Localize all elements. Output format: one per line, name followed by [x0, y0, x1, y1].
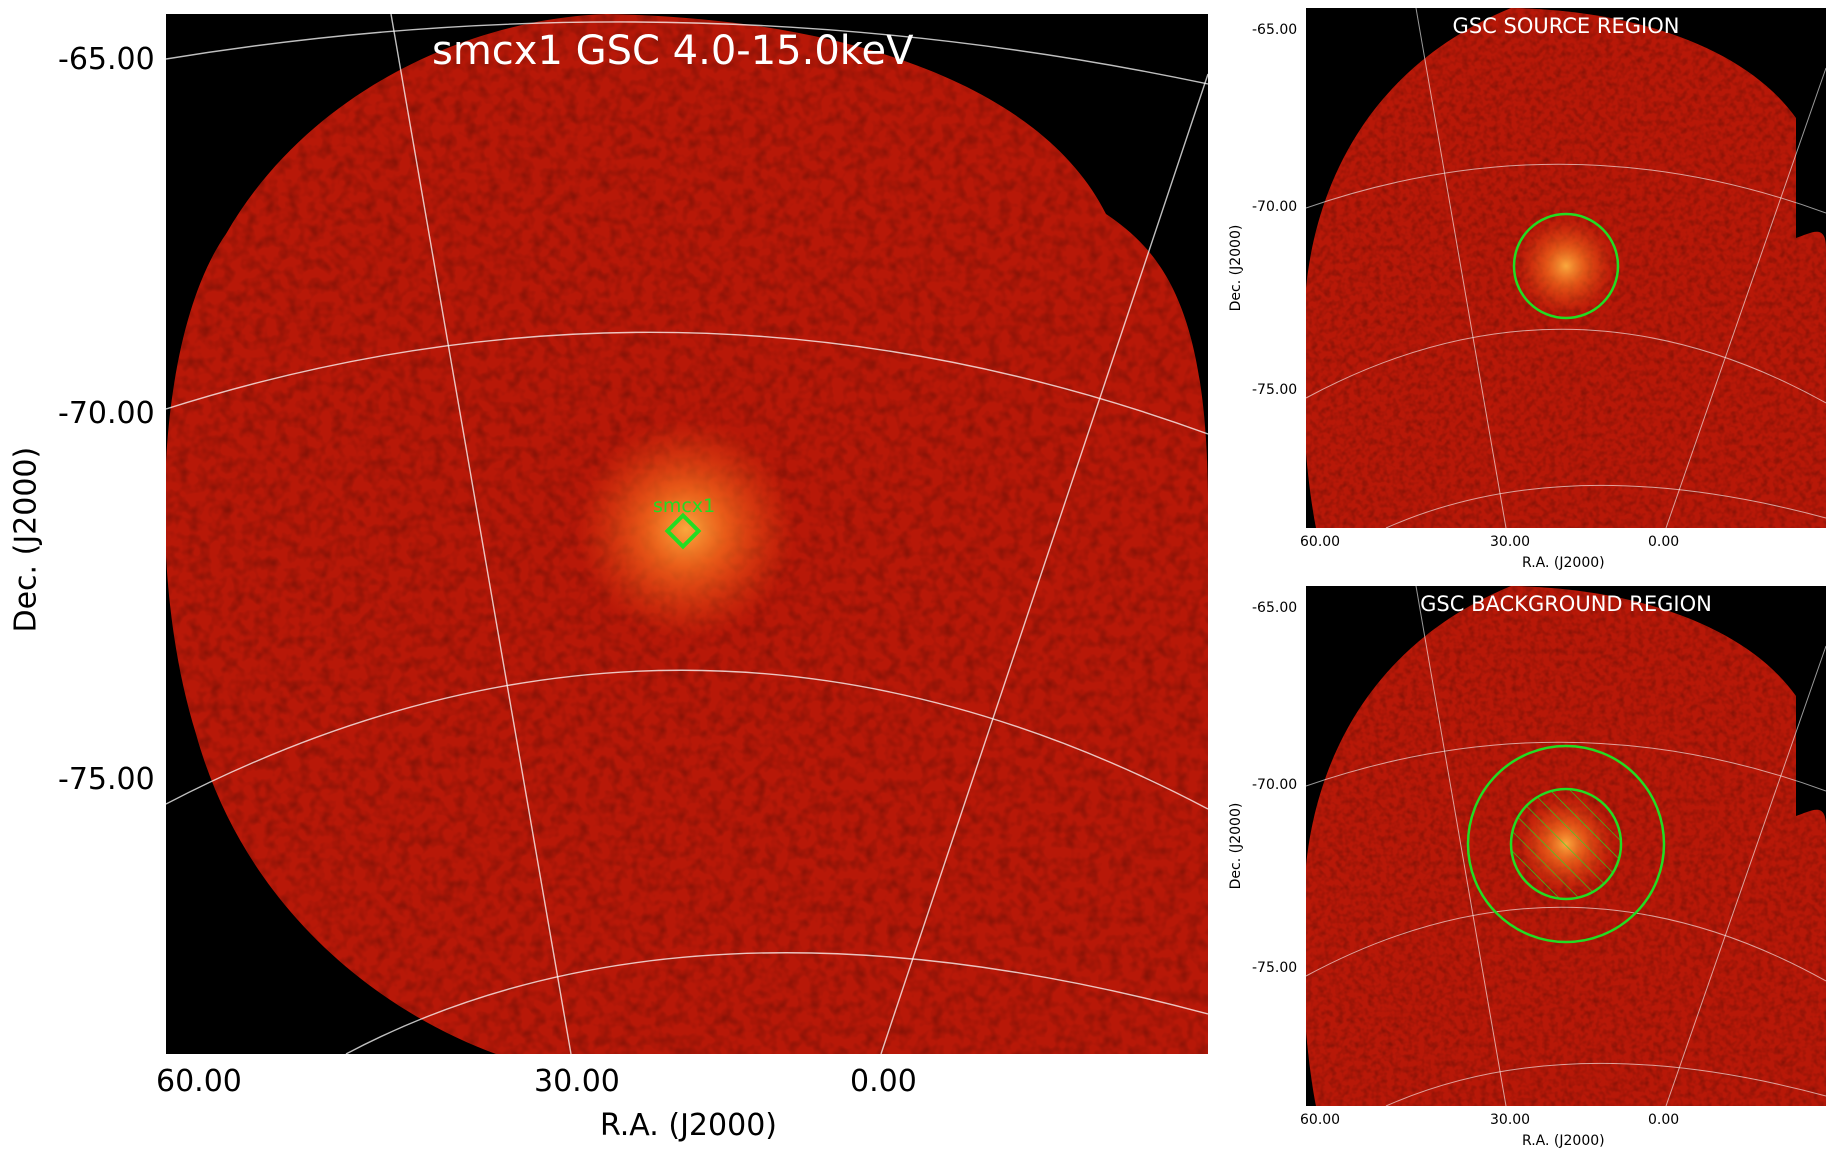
source-panel-title: GSC SOURCE REGION [1452, 14, 1680, 38]
background-x-tick-2: 30.00 [1490, 1112, 1531, 1128]
source-region-panel: GSC SOURCE REGION [1306, 8, 1826, 528]
source-y-tick-2: -70.00 [1252, 199, 1298, 215]
background-coordinate-grid [1306, 586, 1826, 1106]
main-y-tick-1: -65.00 [58, 42, 155, 77]
source-sky-image [1306, 8, 1826, 528]
main-source-marker [664, 512, 702, 550]
background-x-tick-1: 60.00 [1300, 1112, 1341, 1128]
main-source-label: smcx1 [653, 495, 716, 517]
source-x-tick-3: 0.00 [1648, 534, 1680, 550]
main-x-axis-label: R.A. (J2000) [600, 1108, 777, 1143]
main-title: smcx1 GSC 4.0-15.0keV [432, 28, 914, 74]
background-sky-image [1306, 586, 1826, 1106]
main-x-tick-2: 30.00 [534, 1064, 620, 1099]
source-region-circle [1512, 212, 1620, 320]
background-x-axis-label: R.A. (J2000) [1522, 1133, 1605, 1149]
background-x-tick-3: 0.00 [1648, 1112, 1680, 1128]
main-x-tick-3: 0.00 [850, 1064, 917, 1099]
source-x-tick-1: 60.00 [1300, 534, 1341, 550]
source-x-tick-2: 30.00 [1490, 534, 1531, 550]
main-y-axis-label: Dec. (J2000) [8, 446, 44, 633]
main-coordinate-grid [166, 14, 1208, 1054]
background-y-tick-3: -75.00 [1252, 960, 1298, 976]
background-panel-title: GSC BACKGROUND REGION [1420, 592, 1712, 616]
background-y-tick-1: -65.00 [1252, 600, 1298, 616]
main-sky-image [166, 14, 1208, 1054]
source-coordinate-grid [1306, 8, 1826, 528]
background-outer-circle [1466, 744, 1666, 944]
source-y-axis-label: Dec. (J2000) [1228, 224, 1244, 312]
background-y-tick-2: -70.00 [1252, 777, 1298, 793]
main-source-glow [576, 419, 796, 639]
main-y-tick-2: -70.00 [58, 396, 155, 431]
main-x-tick-1: 60.00 [156, 1064, 242, 1099]
source-x-axis-label: R.A. (J2000) [1522, 555, 1605, 571]
background-y-axis-label: Dec. (J2000) [1228, 802, 1244, 890]
source-y-tick-3: -75.00 [1252, 382, 1298, 398]
background-excluded-source-circle [1509, 787, 1623, 901]
source-y-tick-1: -65.00 [1252, 22, 1298, 38]
main-panel: smcx1 smcx1 GSC 4.0-15.0keV [166, 14, 1208, 1054]
main-y-tick-3: -75.00 [58, 762, 155, 797]
background-region-panel: GSC BACKGROUND REGION [1306, 586, 1826, 1106]
